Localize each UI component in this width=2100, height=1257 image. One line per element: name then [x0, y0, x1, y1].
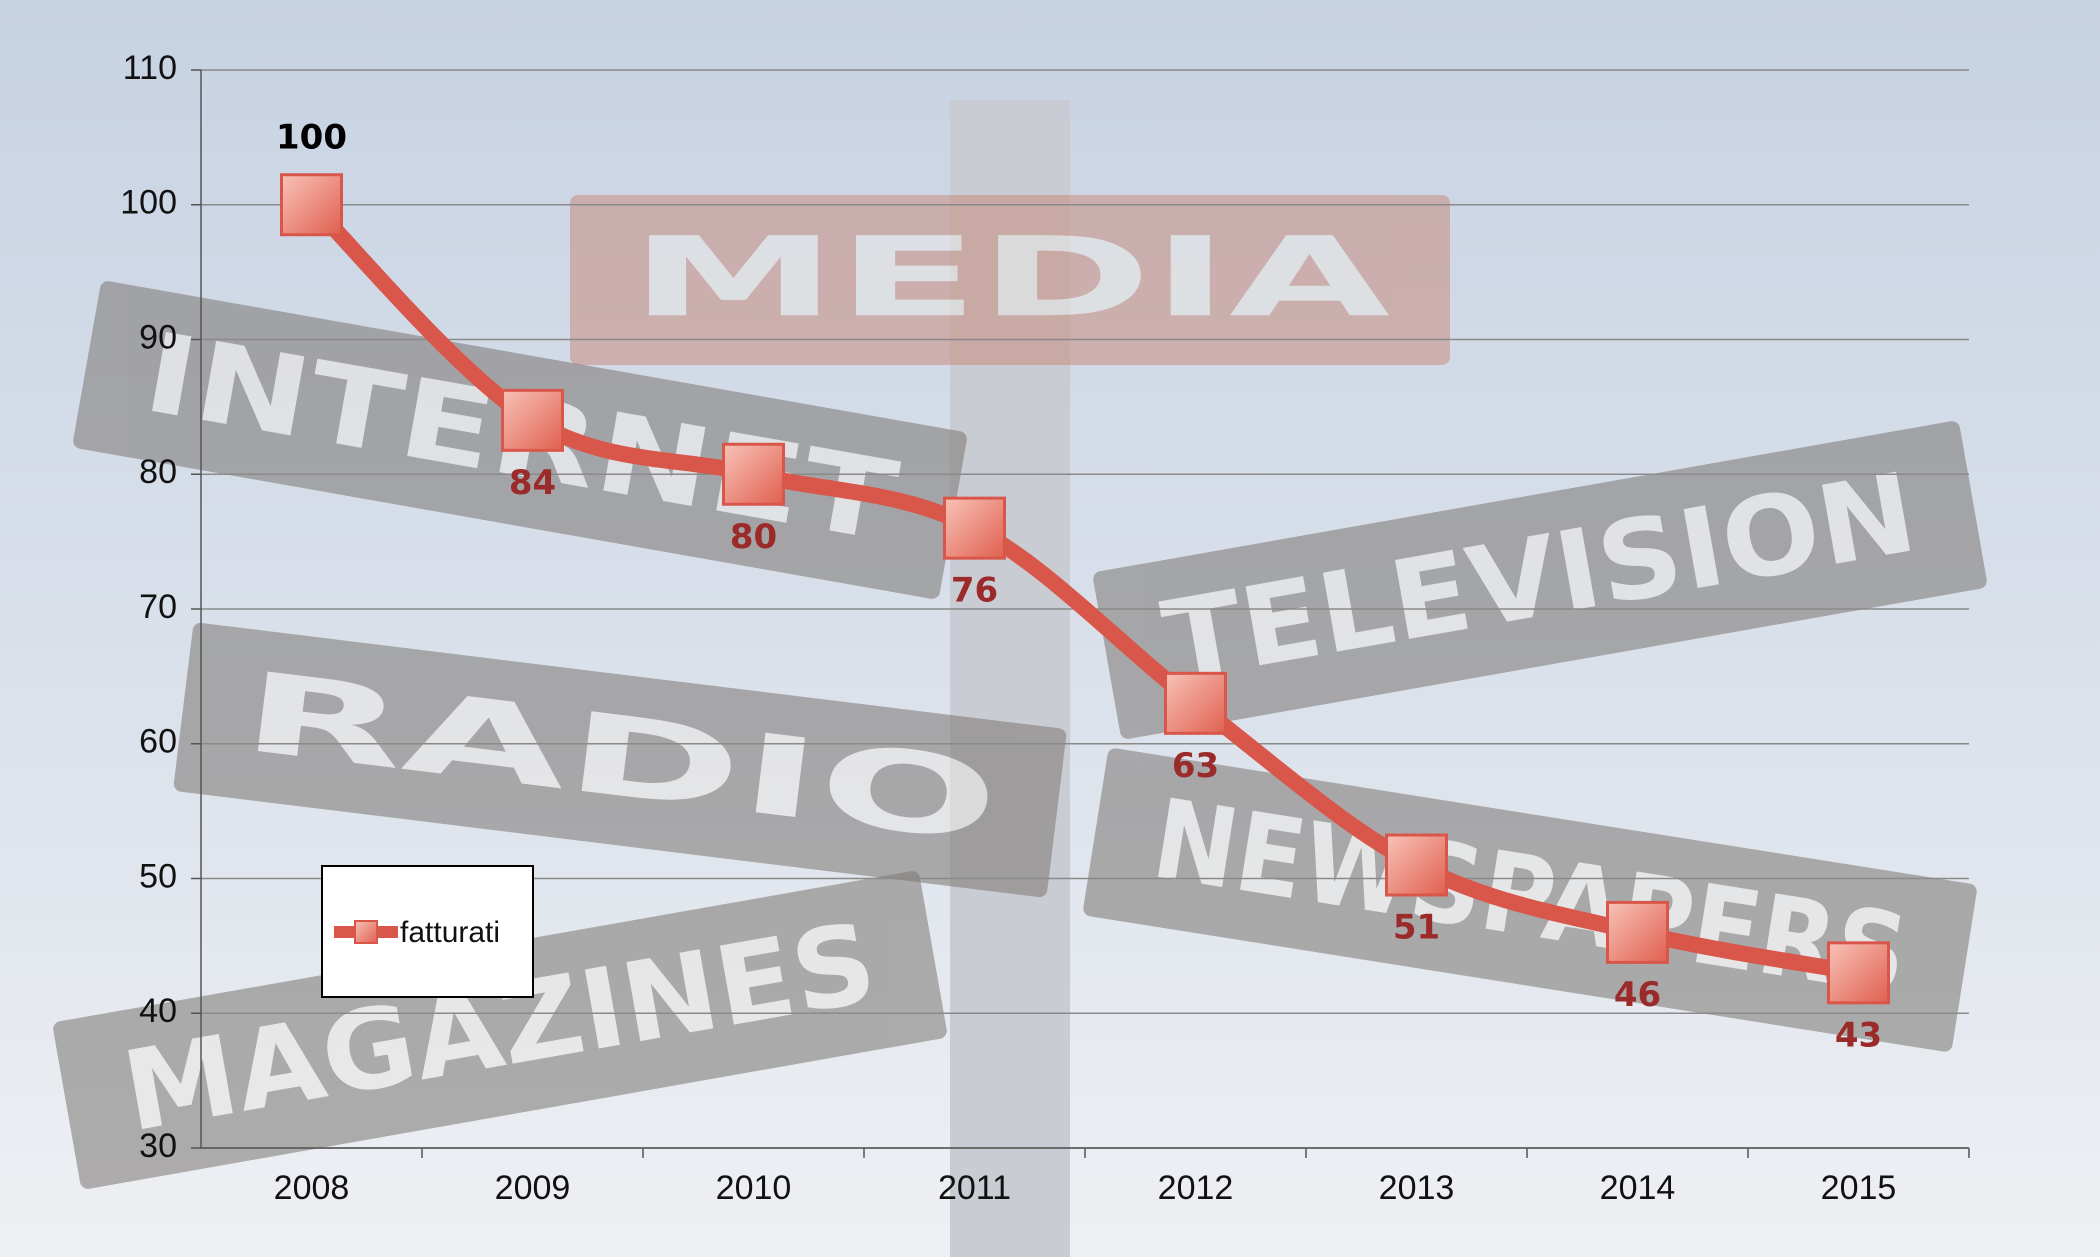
data-label: 84	[509, 463, 556, 503]
legend: fatturati	[322, 866, 533, 997]
data-label: 51	[1393, 908, 1440, 948]
legend-label: fatturati	[400, 916, 500, 949]
legend-marker	[355, 921, 377, 943]
y-tick-label: 60	[139, 723, 177, 761]
marker	[945, 498, 1005, 558]
x-tick-label: 2015	[1821, 1169, 1897, 1207]
data-label: 76	[951, 571, 998, 611]
data-label: 43	[1835, 1015, 1882, 1055]
data-label: 46	[1614, 975, 1661, 1015]
marker	[1166, 673, 1226, 733]
x-tick-label: 2011	[938, 1169, 1011, 1207]
data-label: 63	[1172, 746, 1219, 786]
data-label: 100	[276, 117, 347, 157]
chart: MEDIAINTERNETTELEVISIONRADIONEWSPAPERSMA…	[0, 0, 2100, 1257]
x-tick-label: 2012	[1158, 1169, 1234, 1207]
y-tick-label: 50	[139, 857, 177, 895]
y-tick-label: 40	[139, 992, 177, 1030]
marker	[1387, 835, 1447, 895]
x-tick-label: 2014	[1600, 1169, 1676, 1207]
y-tick-label: 110	[123, 49, 177, 87]
x-tick-label: 2008	[274, 1169, 350, 1207]
x-tick-label: 2013	[1379, 1169, 1455, 1207]
marker	[724, 444, 784, 504]
y-tick-label: 90	[139, 318, 177, 356]
x-tick-label: 2009	[495, 1169, 571, 1207]
data-label: 80	[730, 517, 777, 557]
y-tick-label: 30	[139, 1127, 177, 1165]
x-tick-label: 2010	[716, 1169, 792, 1207]
y-tick-label: 100	[120, 184, 177, 222]
marker	[282, 175, 342, 235]
y-tick-label: 70	[139, 588, 177, 626]
y-tick-label: 80	[139, 453, 177, 491]
marker	[1608, 902, 1668, 962]
marker	[503, 390, 563, 450]
sign-text: MEDIA	[630, 213, 1390, 341]
marker	[1829, 943, 1889, 1003]
